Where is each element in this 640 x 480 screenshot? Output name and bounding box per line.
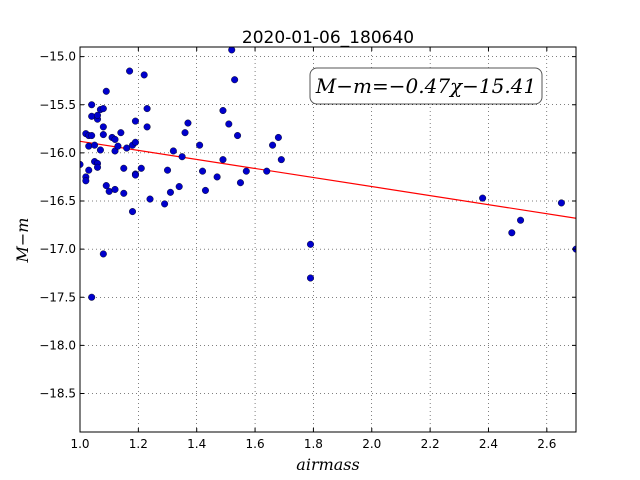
- data-point: [99, 250, 107, 258]
- data-point: [123, 144, 131, 152]
- y-tick-label: −15.5: [39, 98, 76, 112]
- data-point: [143, 105, 151, 113]
- data-point: [94, 163, 102, 171]
- data-point: [137, 164, 145, 172]
- y-axis-label: M−m: [13, 218, 32, 264]
- data-point: [99, 131, 107, 139]
- data-point: [242, 167, 250, 175]
- fit-annotation-box: [309, 67, 543, 105]
- data-point: [88, 293, 96, 301]
- x-tick-label: 2.6: [537, 437, 556, 451]
- data-point: [225, 120, 233, 128]
- data-point: [88, 101, 96, 109]
- data-point: [164, 166, 172, 174]
- x-tick-label: 1.8: [304, 437, 323, 451]
- x-tick-label: 1.4: [187, 437, 206, 451]
- data-point: [269, 141, 277, 149]
- data-point: [231, 76, 239, 84]
- data-point: [85, 142, 93, 150]
- y-tick-label: −17.0: [39, 242, 76, 256]
- fit-line: [80, 140, 576, 219]
- data-point: [161, 200, 169, 208]
- x-tick-label: 2.4: [479, 437, 498, 451]
- plot-marks: [80, 47, 576, 301]
- data-point: [120, 189, 128, 197]
- chart-title: 2020-01-06_180640: [242, 28, 414, 48]
- data-point: [85, 166, 93, 174]
- data-point: [88, 132, 96, 140]
- data-point: [234, 132, 242, 140]
- x-tick-label: 2.2: [421, 437, 440, 451]
- data-point: [140, 71, 148, 79]
- plot-frame: [79, 46, 577, 433]
- data-point: [219, 156, 227, 164]
- data-point: [274, 133, 282, 141]
- data-point: [236, 179, 244, 187]
- data-point: [88, 112, 96, 120]
- data-point: [166, 188, 174, 196]
- data-point: [114, 142, 122, 150]
- data-point: [201, 186, 209, 194]
- x-tick-label: 1.2: [129, 437, 148, 451]
- data-point: [199, 167, 207, 175]
- data-point: [96, 146, 104, 154]
- data-point: [184, 119, 192, 127]
- x-tick-label: 1.0: [70, 437, 89, 451]
- data-point: [213, 173, 221, 181]
- data-point: [196, 141, 204, 149]
- axes: 1.0 1.2 1.4 1.6 1.8 2.0 2.2 2.4 2.6 −15.0 −15.5 −16…: [39, 46, 577, 451]
- data-point: [99, 123, 107, 131]
- data-point: [181, 129, 189, 137]
- data-point: [508, 229, 516, 237]
- data-point: [131, 138, 139, 146]
- data-point: [126, 67, 134, 75]
- data-point: [306, 240, 314, 248]
- x-tick-label: 1.6: [246, 437, 265, 451]
- data-point: [146, 195, 154, 203]
- data-point: [228, 47, 236, 54]
- data-point: [111, 185, 119, 193]
- data-point: [143, 123, 151, 131]
- y-tick-label: −16.5: [39, 194, 76, 208]
- data-point: [99, 105, 107, 113]
- data-point: [131, 171, 139, 179]
- data-point: [169, 147, 177, 155]
- data-point: [82, 177, 90, 185]
- x-tick-label: 2.0: [362, 437, 381, 451]
- data-point: [131, 117, 139, 125]
- data-point: [306, 274, 314, 282]
- x-axis-label: airmass: [296, 455, 359, 474]
- data-point: [80, 160, 84, 168]
- data-point: [91, 141, 99, 149]
- y-tick-label: −18.0: [39, 338, 76, 352]
- grid-lines: [79, 47, 576, 432]
- data-point: [129, 208, 137, 216]
- data-point: [263, 167, 271, 175]
- y-tick-label: −16.0: [39, 146, 76, 160]
- data-point: [178, 153, 186, 161]
- data-point: [102, 87, 110, 95]
- data-point: [105, 187, 113, 195]
- data-point: [94, 111, 102, 119]
- data-point: [277, 156, 285, 164]
- fit-annotation-text: M−m=−0.47χ−15.41: [315, 74, 536, 98]
- fit-annotation: M−m=−0.47χ−15.41: [309, 67, 543, 105]
- data-point: [175, 183, 183, 191]
- y-tick-label: −17.5: [39, 290, 76, 304]
- data-point: [102, 182, 110, 190]
- data-point: [479, 194, 487, 202]
- data-point: [111, 135, 119, 143]
- data-point: [517, 216, 525, 224]
- data-point: [120, 164, 128, 172]
- data-point: [219, 107, 227, 115]
- y-tick-label: −18.5: [39, 387, 76, 401]
- data-point: [117, 129, 125, 137]
- data-point: [557, 199, 565, 207]
- y-tick-label: −15.0: [39, 50, 76, 64]
